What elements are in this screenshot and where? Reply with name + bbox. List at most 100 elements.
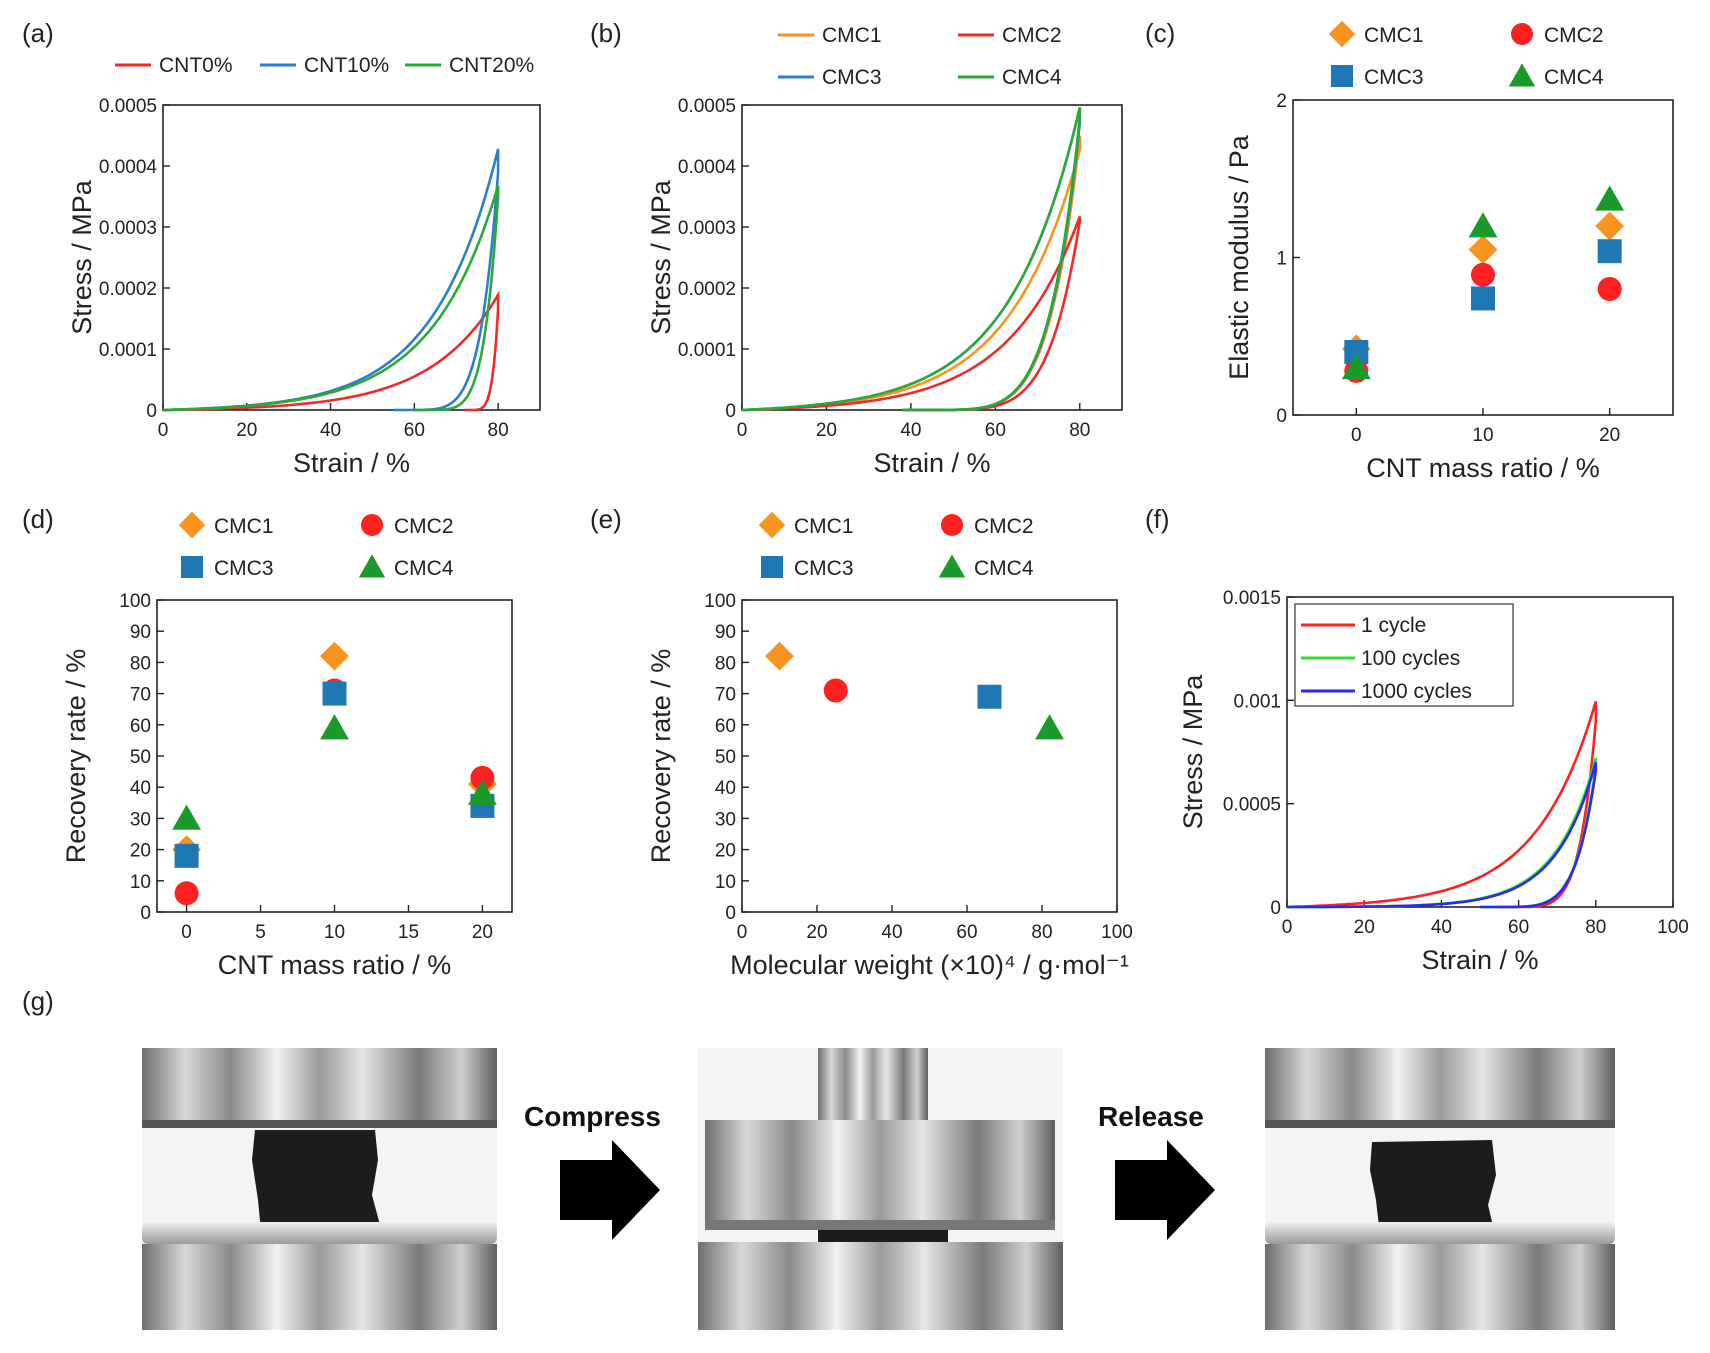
y-tick-label: 90 (130, 622, 151, 643)
legend-entry: CMC4 (958, 66, 1062, 89)
y-tick-label: 100 (119, 591, 151, 612)
legend-entry: CMC2 (1511, 23, 1604, 47)
legend-entry: CMC4 (938, 554, 1034, 580)
chart-a: 0 20 40 60 80 0 0.0001 0.0002 0.0003 0.0004 0.0005… (67, 54, 541, 478)
y-tick-label: 90 (715, 622, 736, 643)
x-tick-label: 80 (1585, 917, 1606, 938)
legend-entry: CMC1 (758, 511, 854, 539)
x-tick-label: 20 (816, 420, 837, 441)
y-axis-label: Elastic modulus / Pa (1224, 134, 1254, 380)
right-arrow-icon (560, 1140, 660, 1240)
y-tick-label: 0.0015 (1223, 588, 1281, 609)
x-tick-label: 10 (1472, 425, 1493, 446)
legend-box (1294, 603, 1514, 707)
panel-label-c: (c) (1145, 18, 1175, 48)
x-tick-label: 100 (1657, 917, 1689, 938)
legend-entry: CNT10% (260, 54, 389, 77)
x-tick-label: 20 (1599, 425, 1620, 446)
photo-before (142, 1048, 497, 1330)
legend-entry: CMC1 (1328, 20, 1424, 48)
legend-entry: CNT20% (405, 54, 534, 77)
x-axis-label: CNT mass ratio / % (1366, 453, 1600, 483)
legend-marker (938, 554, 966, 578)
y-tick-label: 30 (715, 809, 736, 830)
legend-marker (1508, 63, 1536, 87)
data-point-CMC4 (172, 804, 201, 830)
panel-label-g: (g) (22, 986, 54, 1016)
chart-d: 0 5 10 15 20 0 10 20 30 40 50 60 70 80 90 100 CNT mass r… (61, 511, 513, 980)
legend-label: CMC4 (1544, 66, 1604, 89)
legend-marker (758, 511, 786, 539)
y-tick-label: 0.0004 (99, 157, 158, 178)
y-tick-label: 60 (715, 716, 736, 737)
legend-marker (178, 511, 206, 539)
y-tick-label: 20 (130, 841, 151, 862)
legend-entry: CMC3 (761, 556, 854, 580)
legend-entry: CMC3 (1331, 65, 1424, 89)
x-tick-label: 40 (1431, 917, 1452, 938)
panel-label-a: (a) (22, 18, 54, 48)
legend-label: CMC2 (1002, 24, 1062, 47)
y-tick-label: 40 (130, 778, 151, 799)
data-point-CMC4 (1035, 714, 1064, 740)
panel-label-b: (b) (590, 18, 622, 48)
recovered-sample (1370, 1140, 1496, 1236)
y-axis-label: Recovery rate / % (646, 649, 676, 864)
legend-entry: CMC3 (181, 556, 274, 580)
x-tick-label: 20 (806, 922, 827, 943)
series-line-1cycle (1286, 701, 1598, 909)
chart-e: 0 20 40 60 80 100 0 10 20 30 40 50 60 70 80 90 100 Molecu… (646, 511, 1133, 980)
release-label: Release (1098, 1101, 1204, 1132)
x-tick-label: 40 (320, 420, 341, 441)
x-tick-label: 40 (881, 922, 902, 943)
y-tick-label: 0 (725, 401, 736, 422)
y-tick-label: 80 (715, 653, 736, 674)
series-line-CMC4 (741, 107, 1082, 412)
data-point-CMC4 (1468, 212, 1498, 238)
x-tick-label: 20 (236, 420, 257, 441)
y-tick-label: 80 (130, 653, 151, 674)
data-point-CMC4 (468, 779, 497, 805)
y-tick-label: 0.001 (1233, 691, 1281, 712)
data-point-CMC3 (977, 684, 1002, 709)
y-tick-label: 70 (715, 685, 736, 706)
y-tick-label: 0.0005 (678, 96, 736, 117)
x-tick-label: 0 (1282, 917, 1293, 938)
x-tick-label: 0 (737, 420, 748, 441)
x-tick-label: 0 (158, 420, 169, 441)
panel-label-e: (e) (590, 504, 622, 534)
data-point-CMC3 (1471, 286, 1495, 311)
y-tick-label: 50 (715, 747, 736, 768)
y-tick-label: 1 (1276, 249, 1287, 270)
legend-label: CMC3 (822, 66, 882, 89)
photo-compressed (698, 1048, 1063, 1330)
legend-marker (1328, 20, 1356, 48)
legend-label: CNT20% (449, 54, 534, 77)
legend-label: CMC4 (394, 557, 454, 580)
data-point-CMC3 (322, 681, 347, 706)
legend-label: 100 cycles (1361, 647, 1460, 670)
data-point-CMC4 (1341, 353, 1371, 380)
y-tick-label: 0.0003 (678, 218, 736, 239)
y-tick-label: 2 (1276, 91, 1287, 112)
x-axis-label: Molecular weight (×10)⁴ / g·mol⁻¹ (730, 950, 1129, 980)
legend-label: CMC3 (794, 557, 854, 580)
data-point-CMC2 (1471, 262, 1495, 287)
legend-label: CMC2 (1544, 24, 1604, 47)
y-tick-label: 0 (140, 903, 151, 924)
legend-label: CNT0% (159, 54, 233, 77)
legend-label: CMC4 (974, 557, 1034, 580)
release-arrow: Release (1098, 1101, 1215, 1240)
series-line-CNT20 (162, 185, 500, 412)
y-tick-label: 10 (715, 872, 736, 893)
plot-frame (741, 104, 1123, 411)
x-tick-label: 0 (181, 922, 192, 943)
x-tick-label: 80 (1031, 922, 1052, 943)
y-tick-label: 70 (130, 685, 151, 706)
legend-label: CMC1 (214, 515, 274, 538)
x-tick-label: 60 (956, 922, 977, 943)
y-tick-label: 0 (1270, 898, 1281, 919)
legend-label: CMC1 (822, 24, 882, 47)
legend-entry: CMC4 (1508, 63, 1604, 89)
